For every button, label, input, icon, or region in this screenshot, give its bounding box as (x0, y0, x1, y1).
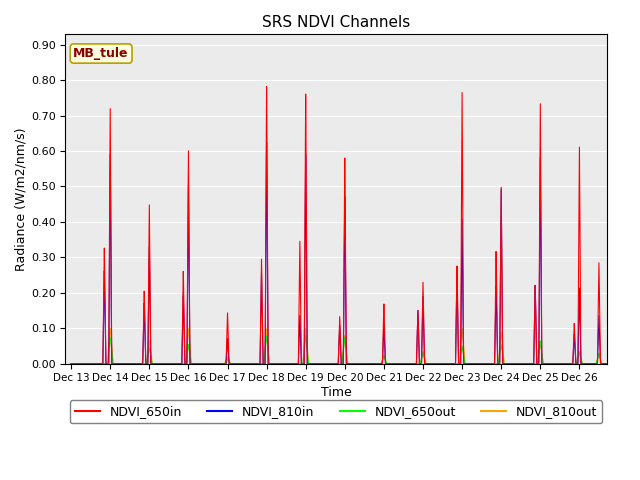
X-axis label: Time: Time (321, 386, 351, 399)
Legend: NDVI_650in, NDVI_810in, NDVI_650out, NDVI_810out: NDVI_650in, NDVI_810in, NDVI_650out, NDV… (70, 400, 602, 423)
Y-axis label: Radiance (W/m2/nm/s): Radiance (W/m2/nm/s) (15, 127, 28, 271)
Title: SRS NDVI Channels: SRS NDVI Channels (262, 15, 410, 30)
Text: MB_tule: MB_tule (74, 47, 129, 60)
